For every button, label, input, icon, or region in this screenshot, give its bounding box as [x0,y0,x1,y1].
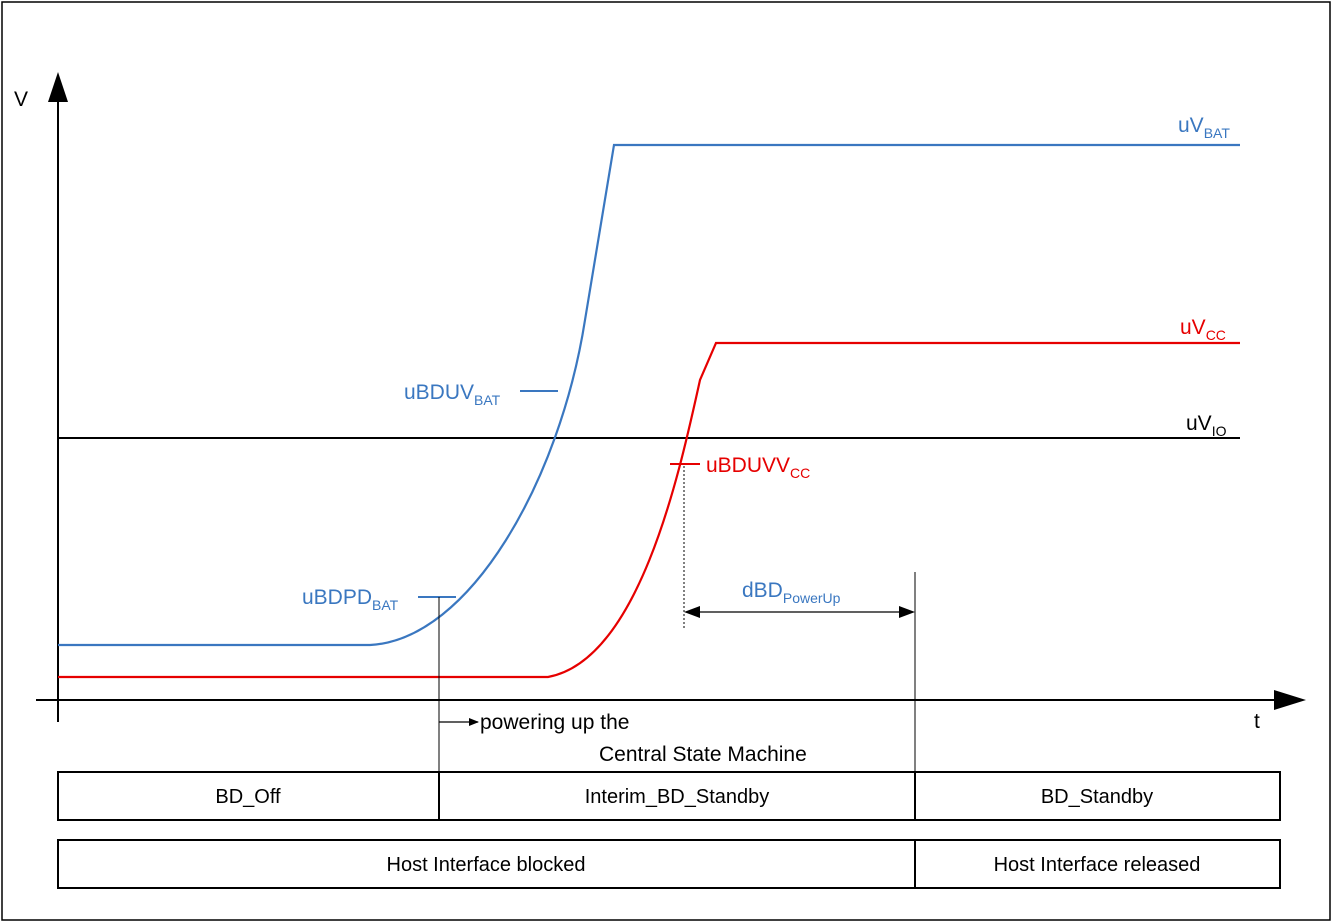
state-cell-bd-off: BD_Off [215,786,281,808]
y-axis-label: V [14,88,28,111]
host-interface-row: Host Interface blocked Host Interface re… [57,839,1281,889]
vcc-label: uVCC [1180,316,1226,343]
bdpd-bat-label: uBDPDBAT [302,586,399,613]
bduvv-cc-label: uBDUVVCC [706,454,810,481]
vio-label: uVIO [1186,412,1227,439]
vbat-label: uVBAT [1178,114,1230,141]
x-axis-arrowhead [1274,690,1306,710]
powerup-duration-label: dBDPowerUp [742,579,841,606]
powerup-duration-left-arrowhead [684,606,700,618]
state-row: BD_Off Interim_BD_Standby BD_Standby [57,771,1281,821]
bduv-bat-label: uBDUVBAT [404,381,501,408]
state-cell-interim-bd-standby: Interim_BD_Standby [585,786,770,808]
annotation-line-2: Central State Machine [599,743,807,766]
host-cell-released: Host Interface released [994,854,1201,876]
x-axis-label: t [1254,710,1260,733]
vbat-curve [58,143,1240,647]
annotation-line-1: powering up the [480,711,629,734]
vcc-curve [58,341,1240,679]
state-cell-bd-standby: BD_Standby [1041,786,1153,808]
y-axis-arrowhead [48,72,68,102]
host-cell-blocked: Host Interface blocked [387,854,586,876]
powerup-duration-right-arrowhead [899,606,915,618]
